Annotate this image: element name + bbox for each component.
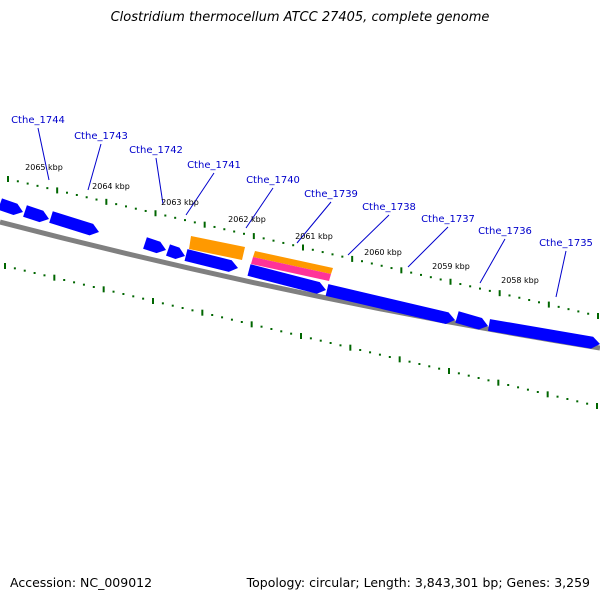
gene-arrow bbox=[143, 237, 166, 254]
accession-text: Accession: NC_009012 bbox=[10, 575, 153, 590]
gene-arrow bbox=[487, 319, 600, 349]
gene-arrow bbox=[455, 311, 488, 330]
kbp-labels: 2065 kbp 2064 kbp 2063 kbp 2062 kbp 2061 kbp… bbox=[25, 163, 539, 285]
gene-label-cthe-1739[interactable]: Cthe_1739 bbox=[304, 189, 358, 200]
leader-line bbox=[87, 143, 102, 191]
gene-label-cthe-1741[interactable]: Cthe_1741 bbox=[187, 160, 241, 171]
gene-arrow bbox=[184, 249, 238, 272]
highlight-gene-box bbox=[189, 236, 245, 260]
leader-line bbox=[296, 201, 332, 244]
leader-line bbox=[155, 157, 164, 205]
kbp-label: 2059 kbp bbox=[432, 262, 470, 271]
leader-line bbox=[245, 187, 274, 229]
genome-summary-text: Topology: circular; Length: 3,843,301 bp… bbox=[246, 575, 590, 590]
leader-line bbox=[407, 226, 449, 268]
gene-arrow bbox=[49, 211, 99, 236]
kbp-label: 2064 kbp bbox=[92, 182, 130, 191]
gene-arrow bbox=[325, 284, 455, 325]
gene-label-cthe-1736[interactable]: Cthe_1736 bbox=[478, 226, 532, 237]
leader-line bbox=[37, 127, 50, 181]
highlight-gene-box bbox=[253, 251, 333, 274]
kbp-label: 2058 kbp bbox=[501, 276, 539, 285]
inner-tick-ring bbox=[4, 263, 598, 409]
kbp-label: 2061 kbp bbox=[295, 232, 333, 241]
gene-label-cthe-1743[interactable]: Cthe_1743 bbox=[74, 131, 128, 142]
gene-arrow bbox=[247, 264, 326, 294]
gene-label-cthe-1735[interactable]: Cthe_1735 bbox=[539, 238, 593, 249]
kbp-label: 2063 kbp bbox=[161, 198, 199, 207]
gene-arrow bbox=[166, 244, 185, 259]
gene-label-cthe-1740[interactable]: Cthe_1740 bbox=[246, 175, 300, 186]
leader-line bbox=[555, 250, 567, 298]
map-title: Clostridium thermocellum ATCC 27405, com… bbox=[110, 10, 490, 25]
gene-label-cthe-1737[interactable]: Cthe_1737 bbox=[421, 214, 475, 225]
gene-label-cthe-1744[interactable]: Cthe_1744 bbox=[11, 115, 65, 126]
pink-gene-box bbox=[251, 257, 331, 281]
kbp-label: 2065 kbp bbox=[25, 163, 63, 172]
leader-line bbox=[479, 238, 506, 284]
gene-arrow bbox=[0, 198, 23, 216]
leader-line bbox=[347, 214, 390, 256]
leader-line bbox=[185, 172, 215, 216]
label-leaders bbox=[37, 127, 567, 298]
gene-arrow bbox=[23, 205, 49, 223]
kbp-label: 2060 kbp bbox=[364, 248, 402, 257]
kbp-label: 2062 kbp bbox=[228, 215, 266, 224]
outer-tick-ring bbox=[7, 176, 599, 319]
gene-label-cthe-1742[interactable]: Cthe_1742 bbox=[129, 145, 183, 156]
gene-label-cthe-1738[interactable]: Cthe_1738 bbox=[362, 202, 416, 213]
gene-track bbox=[0, 198, 600, 349]
